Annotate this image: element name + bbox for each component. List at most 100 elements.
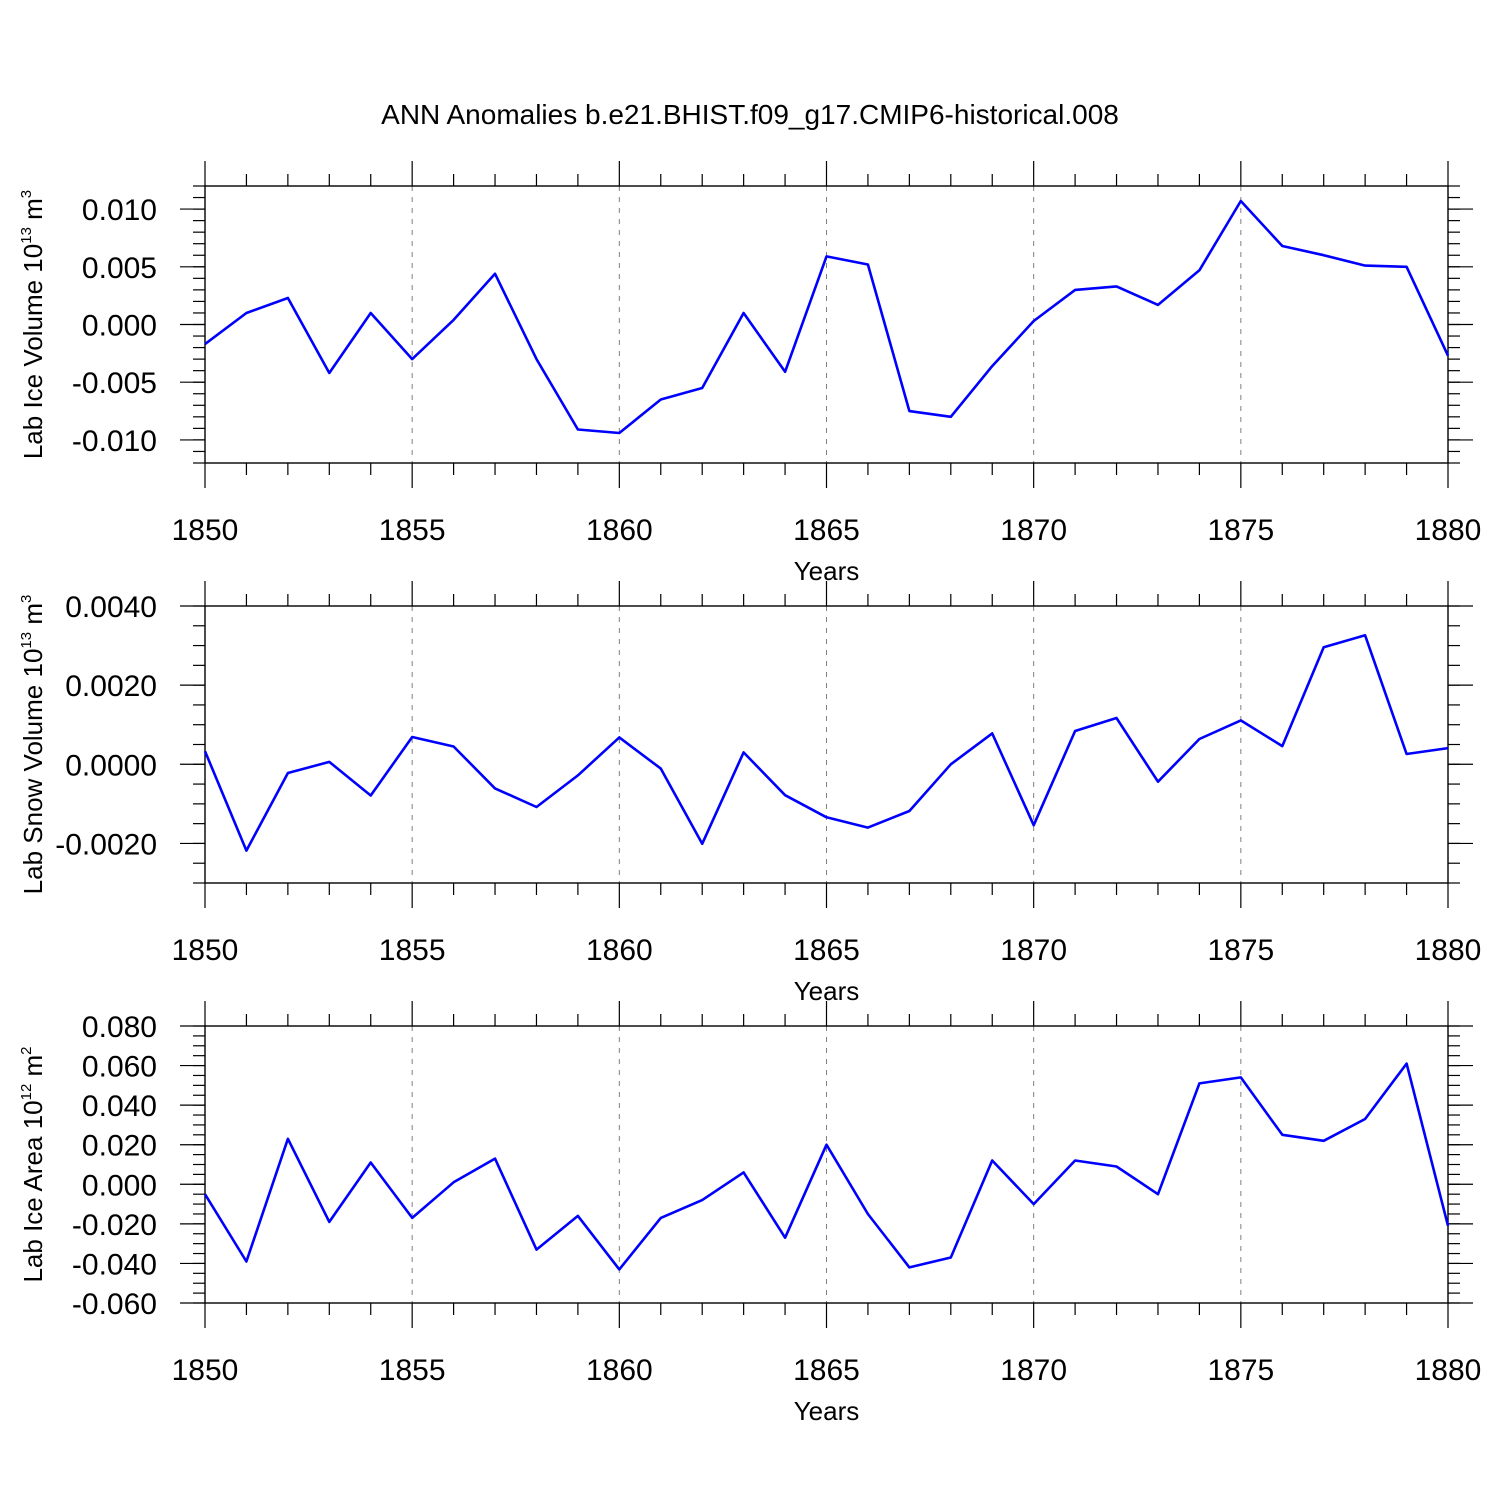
data-point-1857 [493, 272, 497, 276]
y-tick-label: 0.000 [82, 310, 157, 343]
x-tick-label: 1860 [586, 514, 653, 547]
data-point-1879 [1405, 752, 1409, 756]
data-point-1880 [1446, 746, 1450, 750]
data-point-1854 [369, 1161, 373, 1165]
series-line [203, 1062, 1450, 1271]
x-tick-label: 1880 [1415, 1354, 1482, 1387]
data-point-1877 [1322, 645, 1326, 649]
data-point-1877 [1322, 1139, 1326, 1143]
chart-panel-2: 1850 1855 1860 1865 1870 1875 1880 -0.0020 0.000… [18, 581, 1481, 1006]
y-axis-title-unit-exponent: 2 [18, 1046, 35, 1054]
data-point-1865 [825, 254, 829, 258]
data-point-1866 [866, 262, 870, 266]
x-tick-label: 1875 [1207, 514, 1274, 547]
y-axis-title-exponent: 13 [18, 632, 35, 649]
data-point-1867 [907, 809, 911, 813]
x-tick-label: 1880 [1415, 514, 1482, 547]
y-tick-label: 0.000 [82, 1169, 157, 1202]
data-point-1862 [700, 842, 704, 846]
data-point-1872 [1115, 716, 1119, 720]
data-point-1871 [1073, 288, 1077, 292]
data-point-1868 [949, 415, 953, 419]
y-axis-title-exponent: 12 [18, 1084, 35, 1101]
data-point-1861 [659, 1216, 663, 1220]
y-tick-label: 0.020 [82, 1130, 157, 1163]
data-point-1873 [1156, 1192, 1160, 1196]
data-point-1871 [1073, 1159, 1077, 1163]
x-tick-label: 1850 [172, 934, 239, 967]
y-axis-title-text: Lab Snow Volume 10 [18, 649, 48, 895]
data-point-1863 [742, 1170, 746, 1174]
data-point-1862 [700, 1198, 704, 1202]
data-point-1873 [1156, 780, 1160, 784]
y-tick-label: 0.010 [82, 194, 157, 227]
data-point-1874 [1197, 268, 1201, 272]
data-point-1854 [369, 311, 373, 315]
y-tick-label: -0.0020 [55, 828, 157, 861]
data-point-1860 [617, 1267, 621, 1271]
data-point-1860 [617, 735, 621, 739]
x-tick-label: 1865 [793, 934, 860, 967]
data-point-1875 [1239, 718, 1243, 722]
y-tick-label: -0.040 [72, 1248, 157, 1281]
data-point-1856 [452, 318, 456, 322]
y-axis-title: Lab Ice Volume 1013 m3 [18, 190, 48, 459]
data-point-1872 [1115, 284, 1119, 288]
x-tick-label: 1855 [379, 1354, 446, 1387]
y-tick-label: -0.020 [72, 1209, 157, 1242]
x-tick-label: 1865 [793, 1354, 860, 1387]
data-point-1861 [659, 767, 663, 771]
x-tick-label: 1870 [1000, 514, 1067, 547]
data-point-1850 [203, 342, 207, 346]
data-point-1854 [369, 794, 373, 798]
data-point-1876 [1280, 244, 1284, 248]
data-point-1857 [493, 1157, 497, 1161]
data-point-1877 [1322, 253, 1326, 257]
y-tick-label: 0.0020 [65, 670, 157, 703]
data-point-1867 [907, 1265, 911, 1269]
y-axis-title-unit-exponent: 3 [18, 190, 35, 198]
data-point-1865 [825, 815, 829, 819]
figure-title: ANN Anomalies b.e21.BHIST.f09_g17.CMIP6-… [381, 99, 1119, 130]
data-point-1859 [576, 773, 580, 777]
data-point-1871 [1073, 729, 1077, 733]
y-tick-label: 0.060 [82, 1051, 157, 1084]
data-point-1880 [1446, 1224, 1450, 1228]
x-tick-label: 1870 [1000, 934, 1067, 967]
x-tick-label: 1855 [379, 514, 446, 547]
data-point-1864 [783, 370, 787, 374]
data-point-1852 [286, 296, 290, 300]
data-point-1874 [1197, 1081, 1201, 1085]
data-point-1876 [1280, 744, 1284, 748]
data-point-1855 [410, 735, 414, 739]
data-point-1850 [203, 1192, 207, 1196]
data-point-1853 [327, 1220, 331, 1224]
x-axis-title: Years [794, 1396, 860, 1426]
x-tick-label: 1860 [586, 1354, 653, 1387]
data-point-1860 [617, 431, 621, 435]
y-tick-label: 0.0000 [65, 749, 157, 782]
data-point-1870 [1032, 823, 1036, 827]
y-tick-label: 0.0040 [65, 591, 157, 624]
y-tick-label: 0.040 [82, 1090, 157, 1123]
y-tick-label: -0.010 [72, 425, 157, 458]
data-point-1858 [534, 805, 538, 809]
x-tick-label: 1880 [1415, 934, 1482, 967]
data-point-1851 [244, 849, 248, 853]
data-point-1853 [327, 760, 331, 764]
data-point-1863 [742, 311, 746, 315]
data-point-1870 [1032, 1202, 1036, 1206]
x-tick-label: 1865 [793, 514, 860, 547]
y-axis-title: Lab Snow Volume 1013 m3 [18, 595, 48, 895]
y-axis-title: Lab Ice Area 1012 m2 [18, 1046, 48, 1282]
data-point-1878 [1363, 1117, 1367, 1121]
data-point-1874 [1197, 737, 1201, 741]
y-tick-label: -0.005 [72, 367, 157, 400]
chart-panel-1: 1850 1855 1860 1865 1870 1875 1880 -0.010 -0.005… [18, 161, 1481, 586]
data-point-1878 [1363, 633, 1367, 637]
data-point-1879 [1405, 265, 1409, 269]
data-point-1852 [286, 771, 290, 775]
data-point-1855 [410, 357, 414, 361]
x-tick-label: 1875 [1207, 1354, 1274, 1387]
